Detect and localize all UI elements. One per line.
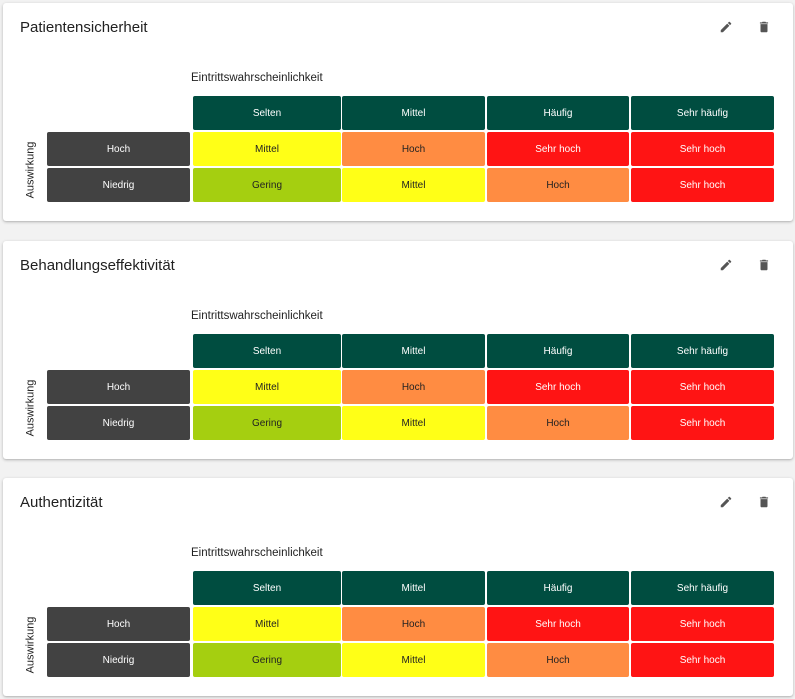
- risk-cell-hoch[interactable]: Hoch: [342, 607, 485, 641]
- delete-icon: [757, 258, 771, 277]
- risk-cell-mittel[interactable]: Mittel: [193, 607, 341, 641]
- row-header-hoch: Hoch: [47, 607, 190, 641]
- risk-cell-sehr-hoch[interactable]: Sehr hoch: [487, 132, 629, 166]
- column-header-haeufig: Häufig: [487, 334, 629, 368]
- delete-icon: [757, 495, 771, 514]
- y-axis-label: Auswirkung: [24, 141, 37, 198]
- delete-button[interactable]: [753, 256, 775, 278]
- risk-matrix-card: Behandlungseffektivität Eintrittswahrsche…: [3, 241, 793, 459]
- column-header-sehr-haeufig: Sehr häufig: [631, 334, 774, 368]
- y-axis-label-container: Auswirkung: [20, 372, 40, 443]
- edit-button[interactable]: [715, 18, 737, 40]
- card-actions: [715, 493, 775, 515]
- column-header-sehr-haeufig: Sehr häufig: [631, 571, 774, 605]
- row-header-hoch: Hoch: [47, 370, 190, 404]
- card-actions: [715, 256, 775, 278]
- card-title: Behandlungseffektivität: [20, 257, 175, 274]
- column-header-mittel: Mittel: [342, 571, 485, 605]
- row-header-niedrig: Niedrig: [47, 168, 190, 202]
- risk-cell-mittel[interactable]: Mittel: [193, 370, 341, 404]
- card-title: Patientensicherheit: [20, 19, 148, 36]
- row-header-hoch: Hoch: [47, 132, 190, 166]
- risk-cell-hoch[interactable]: Hoch: [487, 406, 629, 440]
- risk-cell-sehr-hoch[interactable]: Sehr hoch: [631, 168, 774, 202]
- risk-cell-mittel[interactable]: Mittel: [342, 406, 485, 440]
- risk-matrix-card: Authentizität Eintrittswahrscheinlichkeit…: [3, 478, 793, 696]
- risk-matrix-card: Patientensicherheit Eintrittswahrscheinli…: [3, 3, 793, 221]
- row-header-niedrig: Niedrig: [47, 406, 190, 440]
- column-header-mittel: Mittel: [342, 96, 485, 130]
- row-header-niedrig: Niedrig: [47, 643, 190, 677]
- risk-cell-hoch[interactable]: Hoch: [487, 168, 629, 202]
- risk-cell-hoch[interactable]: Hoch: [342, 370, 485, 404]
- column-header-haeufig: Häufig: [487, 571, 629, 605]
- risk-cell-sehr-hoch[interactable]: Sehr hoch: [487, 607, 629, 641]
- risk-cell-sehr-hoch[interactable]: Sehr hoch: [631, 132, 774, 166]
- risk-cell-sehr-hoch[interactable]: Sehr hoch: [487, 370, 629, 404]
- edit-button[interactable]: [715, 256, 737, 278]
- risk-cell-mittel[interactable]: Mittel: [193, 132, 341, 166]
- column-header-selten: Selten: [193, 571, 341, 605]
- risk-cell-hoch[interactable]: Hoch: [487, 643, 629, 677]
- edit-icon: [719, 495, 733, 514]
- column-header-haeufig: Häufig: [487, 96, 629, 130]
- risk-cell-mittel[interactable]: Mittel: [342, 168, 485, 202]
- y-axis-label: Auswirkung: [24, 379, 37, 436]
- edit-button[interactable]: [715, 493, 737, 515]
- risk-cell-gering[interactable]: Gering: [193, 406, 341, 440]
- risk-cell-sehr-hoch[interactable]: Sehr hoch: [631, 607, 774, 641]
- column-header-sehr-haeufig: Sehr häufig: [631, 96, 774, 130]
- risk-cell-sehr-hoch[interactable]: Sehr hoch: [631, 370, 774, 404]
- column-header-mittel: Mittel: [342, 334, 485, 368]
- y-axis-label: Auswirkung: [24, 616, 37, 673]
- delete-button[interactable]: [753, 18, 775, 40]
- y-axis-label-container: Auswirkung: [20, 609, 40, 680]
- risk-cell-sehr-hoch[interactable]: Sehr hoch: [631, 406, 774, 440]
- x-axis-label: Eintrittswahrscheinlichkeit: [191, 547, 323, 559]
- risk-cell-sehr-hoch[interactable]: Sehr hoch: [631, 643, 774, 677]
- edit-icon: [719, 20, 733, 39]
- risk-cell-gering[interactable]: Gering: [193, 643, 341, 677]
- column-header-selten: Selten: [193, 334, 341, 368]
- risk-cell-hoch[interactable]: Hoch: [342, 132, 485, 166]
- delete-icon: [757, 20, 771, 39]
- x-axis-label: Eintrittswahrscheinlichkeit: [191, 310, 323, 322]
- risk-cell-mittel[interactable]: Mittel: [342, 643, 485, 677]
- x-axis-label: Eintrittswahrscheinlichkeit: [191, 72, 323, 84]
- delete-button[interactable]: [753, 493, 775, 515]
- card-actions: [715, 18, 775, 40]
- edit-icon: [719, 258, 733, 277]
- y-axis-label-container: Auswirkung: [20, 134, 40, 205]
- column-header-selten: Selten: [193, 96, 341, 130]
- risk-cell-gering[interactable]: Gering: [193, 168, 341, 202]
- card-title: Authentizität: [20, 494, 103, 511]
